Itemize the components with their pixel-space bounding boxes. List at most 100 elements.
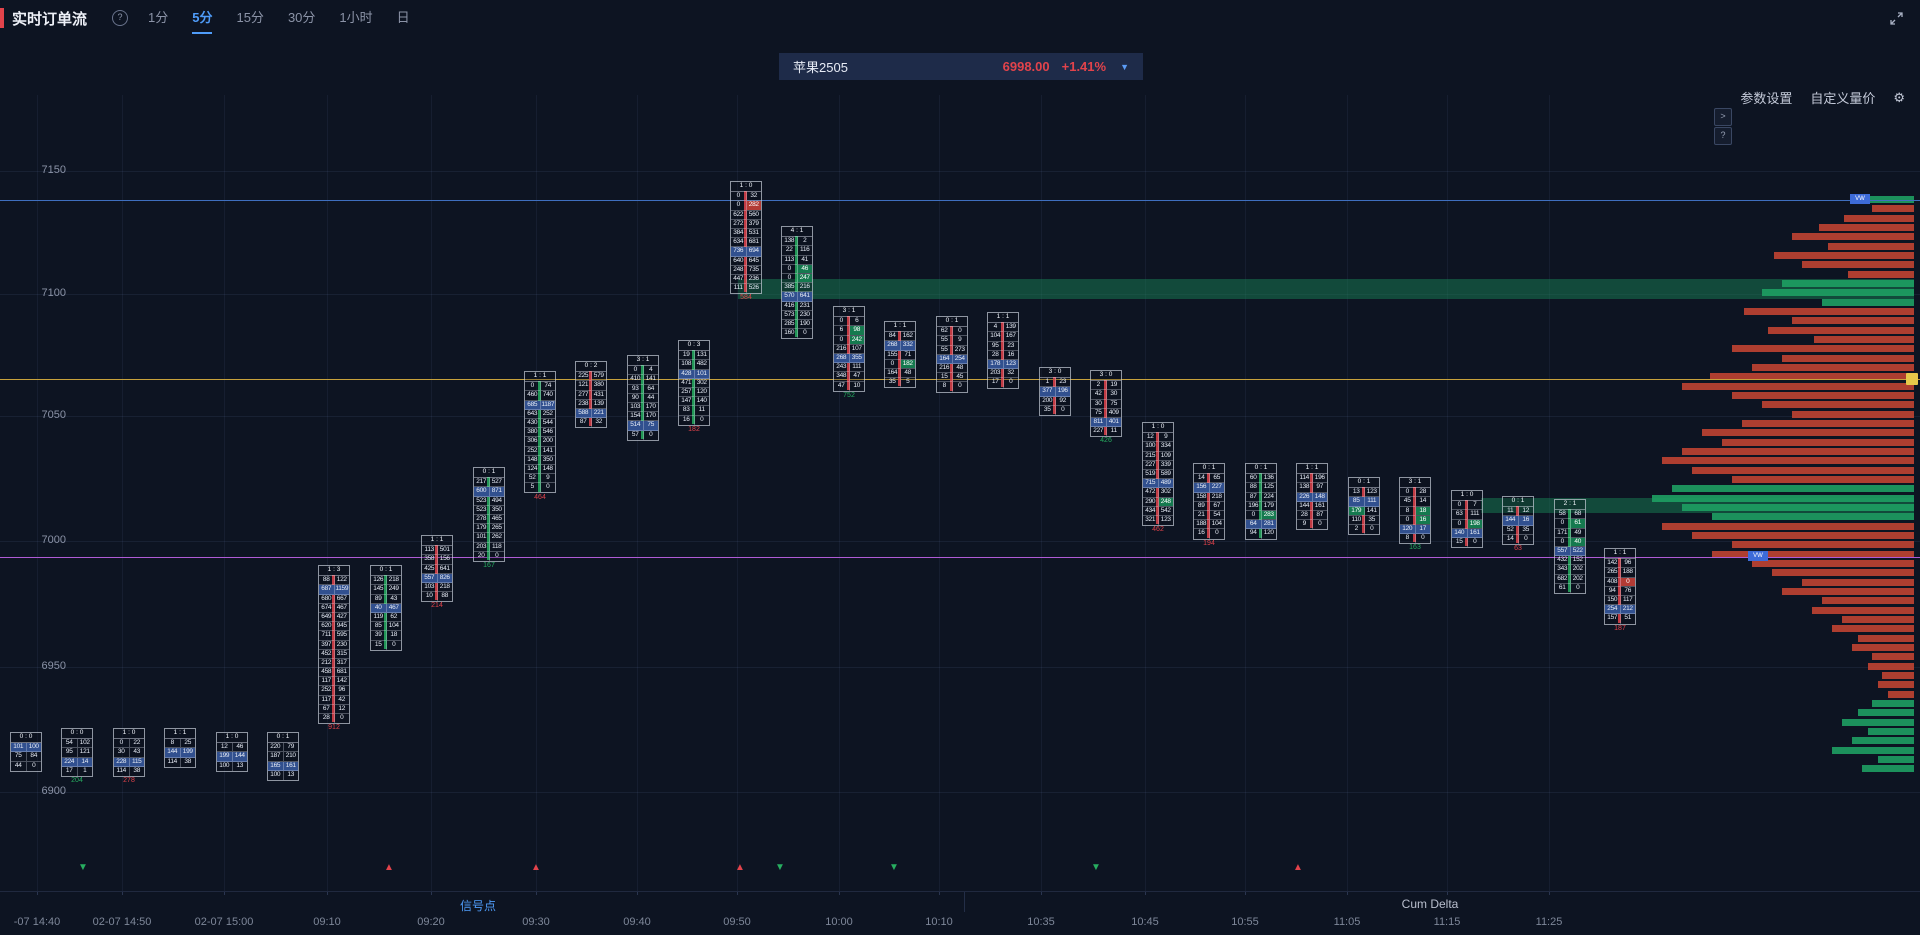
footprint-row: 321 123 (1143, 515, 1173, 526)
volume-cell: 92 (1059, 396, 1067, 404)
volume-cell: 13 (236, 761, 244, 769)
footprint-row: 425 641 (422, 564, 452, 574)
volume-cell: 212 (319, 658, 335, 668)
volume-profile-bar (1842, 616, 1914, 623)
fullscreen-icon[interactable] (1889, 11, 1904, 31)
volume-cell: 10 (422, 592, 438, 602)
footprint-row: 110 35 (1349, 515, 1379, 525)
volume-cell: 687 (319, 585, 335, 594)
volume-cell: 247 (797, 273, 812, 283)
footprint-row: 203 32 (988, 369, 1018, 379)
volume-profile-bar (1822, 299, 1914, 306)
volume-cell: 40 (1570, 537, 1585, 546)
volume-cell: 97 (1316, 483, 1324, 491)
volume-cell: 14 (81, 757, 89, 765)
volume-profile-bar (1752, 364, 1914, 371)
volume-cell: 254 (1605, 605, 1621, 614)
footprint-column: 0 : 1 220 79 187 210 165 161 100 13 (267, 732, 299, 781)
volume-cell: 257 (679, 387, 695, 397)
timeframe-tab-0[interactable]: 1分 (148, 10, 169, 25)
volume-cell: 227 (1143, 460, 1159, 469)
volume-cell: 89 (1194, 501, 1210, 510)
volume-cell: 12 (338, 704, 346, 712)
volume-cell: 218 (388, 576, 399, 584)
x-axis-label: 09:10 (313, 916, 341, 928)
volume-cell: 216 (799, 283, 810, 291)
grid-line-vertical (737, 95, 738, 891)
volume-cell: 408 (1605, 577, 1621, 586)
volume-cell: 489 (1160, 479, 1171, 487)
settings-button[interactable]: 参数设置 (1740, 91, 1793, 106)
volume-cell: 283 (1261, 510, 1276, 520)
volume-cell: 265 (491, 524, 502, 532)
chevron-down-icon[interactable]: ▼ (1120, 61, 1129, 72)
footprint-row: 12 46 (217, 743, 247, 753)
volume-cell: 0 (834, 335, 850, 344)
volume-profile-bar (1662, 457, 1914, 464)
footprint-column: 0 : 1 126 218 145 249 89 43 40 467 119 62 85 104 39 18… (370, 565, 402, 651)
panel-help-button[interactable]: ? (1714, 127, 1732, 145)
volume-profile-bar (1878, 756, 1914, 763)
footprint-row: 54 102 (62, 739, 92, 749)
volume-cell: 118 (492, 542, 502, 550)
footprint-row: 140 161 (1452, 528, 1482, 538)
footprint-row: 410 141 (628, 375, 658, 385)
footprint-row: 121 380 (576, 381, 606, 391)
footprint-row: 8 18 (1400, 506, 1430, 516)
timeframe-tab-4[interactable]: 1小时 (339, 10, 373, 25)
volume-cell: 0 (1246, 510, 1262, 520)
volume-cell: 182 (900, 359, 915, 368)
axis-tick (1145, 891, 1146, 895)
volume-cell: 0 (525, 382, 541, 391)
volume-cell: 2 (803, 237, 807, 245)
volume-cell: 111 (731, 284, 747, 294)
delta-candle (641, 365, 644, 439)
timeframe-tab-1[interactable]: 5分 (192, 7, 213, 34)
volume-cell: 514 (628, 421, 644, 430)
volume-cell: 30 (1110, 390, 1118, 398)
instrument-selector[interactable]: 苹果2505 6998.00 +1.41% ▼ (779, 53, 1143, 80)
volume-cell: 12 (1143, 433, 1159, 442)
footprint-row: 0 61 (1555, 519, 1585, 529)
volume-profile-bar (1814, 336, 1914, 343)
volume-cell: 272 (731, 219, 747, 228)
axis-tick (122, 891, 123, 895)
volume-cell: 482 (696, 360, 707, 368)
collapse-button[interactable]: > (1714, 108, 1732, 126)
help-icon[interactable]: ? (112, 10, 128, 26)
signal-pane-label[interactable]: 信号点 (459, 899, 497, 913)
custom-volume-price-button[interactable]: 自定义量价 (1810, 91, 1876, 106)
volume-cell: 101 (11, 743, 27, 752)
volume-cell: 0 (1318, 520, 1322, 528)
volume-cell: 109 (1160, 451, 1171, 459)
volume-cell: 93 (628, 384, 644, 393)
footprint-row: 114 38 (114, 766, 144, 776)
volume-cell: 262 (491, 533, 502, 541)
volume-cell: 11 (1110, 427, 1117, 435)
volume-cell: 101 (696, 369, 707, 377)
volume-cell: 141 (645, 375, 656, 383)
volume-profile-bar (1872, 653, 1914, 660)
volume-profile-bar (1848, 271, 1914, 278)
footprint-row: 0 40 (1555, 537, 1585, 547)
volume-cell: 161 (285, 761, 296, 769)
volume-cell: 22 (133, 739, 141, 747)
volume-cell: 0 (340, 714, 344, 721)
volume-cell: 22 (782, 246, 798, 255)
timeframe-tab-3[interactable]: 30分 (287, 10, 316, 25)
cum-delta-pane-label[interactable]: Cum Delta (1401, 897, 1459, 911)
volume-cell: 120 (1263, 529, 1274, 537)
timeframe-tab-5[interactable]: 日 (396, 10, 410, 25)
footprint-row: 103 170 (628, 402, 658, 413)
volume-profile-bar (1792, 411, 1914, 418)
volume-cell: 384 (731, 228, 747, 238)
volume-cell: 67 (1213, 501, 1221, 509)
x-axis-label: 09:40 (623, 916, 651, 928)
footprint-row: 472 302 (1143, 488, 1173, 498)
timeframe-tab-2[interactable]: 15分 (236, 10, 264, 25)
volume-profile-bar (1702, 429, 1914, 436)
volume-profile-bar (1682, 504, 1914, 511)
gear-icon[interactable]: ⚙ (1893, 89, 1905, 105)
